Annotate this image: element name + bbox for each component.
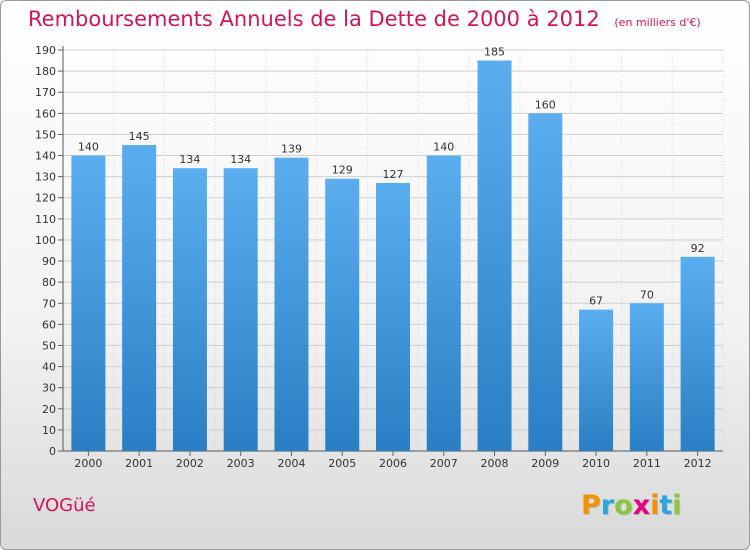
x-tick-label: 2000 (74, 457, 102, 470)
logo-letter: r (600, 490, 615, 521)
y-tick-label: 50 (42, 339, 56, 352)
y-tick-label: 90 (42, 255, 56, 268)
y-tick-label: 180 (35, 65, 56, 78)
x-tick-label: 2010 (582, 457, 610, 470)
data-labels: 140 145 134 134 139 129 127 140 185 160 67 70 92 (78, 46, 705, 308)
bar-value-label: 140 (78, 141, 99, 154)
y-tick-label: 70 (42, 297, 56, 310)
y-tick-label: 120 (35, 192, 56, 205)
bar (71, 155, 106, 452)
x-tick-label: 2009 (531, 457, 559, 470)
bar-value-label: 145 (129, 130, 150, 143)
x-tick-label: 2005 (328, 457, 356, 470)
proxiti-logo: Proxiti (581, 490, 682, 521)
bar-value-label: 139 (281, 143, 302, 156)
bar-value-label: 127 (383, 168, 404, 181)
logo-letter: P (581, 490, 601, 521)
y-tick-label: 20 (42, 403, 56, 416)
chart-unit: (en milliers d'€) (614, 16, 701, 29)
bar (680, 256, 715, 451)
y-tick-label: 80 (42, 276, 56, 289)
bar (426, 155, 461, 452)
bar (325, 178, 360, 451)
bar (528, 113, 563, 451)
logo-letter: i (650, 490, 660, 521)
logo-letter: x (632, 490, 651, 521)
y-tick-label: 130 (35, 171, 56, 184)
bar-value-label: 160 (535, 98, 556, 111)
bar-chart: 0 10 20 30 40 50 60 70 80 90 100 110 120 130 140 150 160… (35, 44, 724, 470)
y-tick-label: 0 (49, 445, 56, 458)
x-tick-label: 2004 (277, 457, 305, 470)
x-tick-label: 2007 (430, 457, 458, 470)
y-tick-label: 10 (42, 424, 56, 437)
bar-value-label: 92 (691, 242, 705, 255)
bar (274, 157, 309, 451)
x-tick-label: 2002 (176, 457, 204, 470)
bar-value-label: 70 (640, 288, 654, 301)
bar-value-label: 134 (179, 153, 200, 166)
y-tick-label: 30 (42, 382, 56, 395)
bar (223, 168, 258, 452)
bar (477, 60, 512, 451)
y-tick-label: 60 (42, 318, 56, 331)
x-tick-label: 2008 (481, 457, 509, 470)
y-tick-label: 110 (35, 213, 56, 226)
y-tick-label: 140 (35, 150, 56, 163)
logo-letter: o (614, 490, 633, 521)
commune-name: VOGüé (33, 495, 96, 516)
bar (629, 303, 664, 451)
y-tick-label: 100 (35, 234, 56, 247)
x-tick-label: 2011 (633, 457, 661, 470)
bar (376, 182, 410, 451)
y-tick-label: 170 (35, 86, 56, 99)
bar-value-label: 140 (433, 141, 454, 154)
logo-letter: t (659, 490, 673, 521)
bars (71, 60, 715, 452)
logo-letter: i (672, 490, 682, 521)
bar-value-label: 67 (589, 295, 603, 308)
bar-value-label: 185 (484, 46, 505, 59)
x-tick-label: 2003 (227, 457, 255, 470)
chart-title: Remboursements Annuels de la Dette de 20… (28, 7, 701, 31)
y-tick-label: 160 (35, 107, 56, 120)
y-tick-label: 150 (35, 128, 56, 141)
y-tick-label: 40 (42, 361, 56, 374)
x-tick-label: 2001 (125, 457, 153, 470)
bar-value-label: 134 (230, 153, 251, 166)
x-tick-label: 2012 (684, 457, 712, 470)
bar (122, 144, 157, 451)
bar (579, 309, 614, 451)
bar (172, 168, 207, 452)
y-tick-label: 190 (35, 44, 56, 57)
bar-value-label: 129 (332, 164, 353, 177)
x-tick-label: 2006 (379, 457, 407, 470)
chart-title-text: Remboursements Annuels de la Dette de 20… (28, 7, 600, 31)
